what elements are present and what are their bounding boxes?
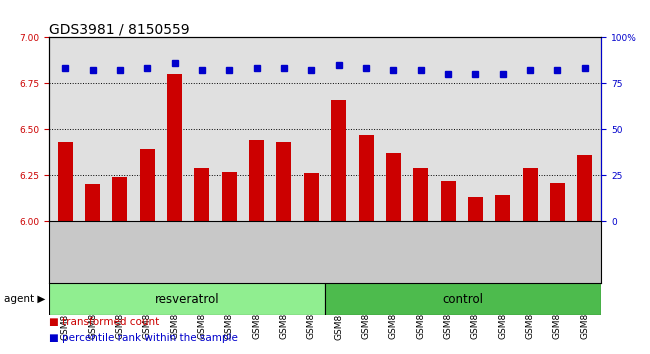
Bar [331, 100, 346, 221]
Text: ■ percentile rank within the sample: ■ percentile rank within the sample [49, 333, 238, 343]
Bar [468, 197, 483, 221]
Text: agent ▶: agent ▶ [4, 294, 46, 304]
Bar [249, 140, 264, 221]
Bar [386, 153, 401, 221]
Bar [523, 168, 538, 221]
Bar [359, 135, 374, 221]
Bar [112, 177, 127, 221]
Bar [49, 283, 325, 315]
Text: resveratrol: resveratrol [155, 293, 219, 306]
Bar [577, 155, 592, 221]
Text: GDS3981 / 8150559: GDS3981 / 8150559 [49, 22, 189, 36]
Bar [550, 183, 565, 221]
Bar [167, 74, 182, 221]
Bar [304, 173, 319, 221]
Bar [222, 172, 237, 221]
Bar [58, 142, 73, 221]
Text: ■ transformed count: ■ transformed count [49, 318, 159, 327]
Bar [441, 181, 456, 221]
Bar [325, 283, 601, 315]
Bar [140, 149, 155, 221]
Bar [413, 168, 428, 221]
Bar [276, 142, 291, 221]
Bar [495, 195, 510, 221]
Text: control: control [443, 293, 484, 306]
Bar [85, 184, 100, 221]
Bar [194, 168, 209, 221]
